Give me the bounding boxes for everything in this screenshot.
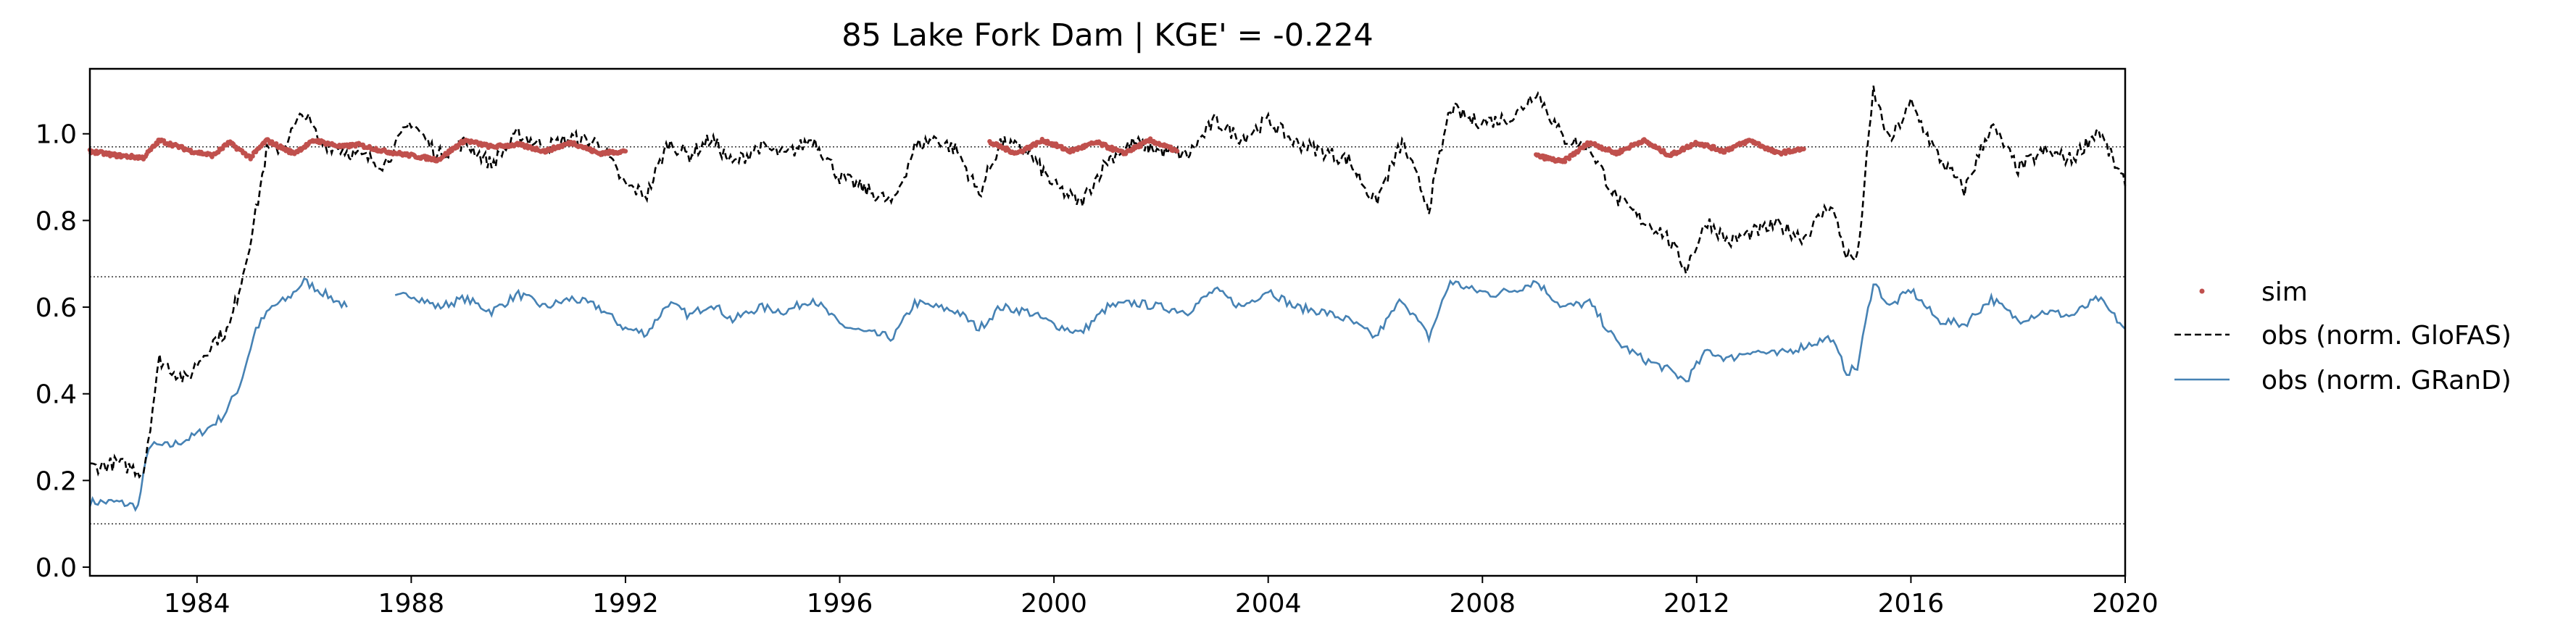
x-tick-label: 2004: [1235, 589, 1302, 619]
sim-point: [250, 154, 255, 159]
plot-frame: [88, 67, 2127, 577]
x-tick-label: 2012: [1663, 589, 1730, 619]
x-tick-label: 2020: [2092, 589, 2159, 619]
y-tick-label: 0.6: [36, 293, 77, 323]
legend-label: obs (norm. GloFAS): [2261, 321, 2511, 351]
y-tick-label: 0.0: [36, 553, 77, 583]
legend: sim obs (norm. GloFAS) obs (norm. GRanD): [2174, 277, 2511, 395]
series-line-grand: [394, 279, 2126, 382]
sim-point: [1801, 146, 1806, 151]
sim-point: [623, 148, 628, 154]
y-tick-label: 0.2: [36, 466, 77, 496]
sim-point: [1562, 159, 1568, 164]
legend-marker-sim: [2199, 288, 2205, 294]
x-tick-label: 1996: [807, 589, 873, 619]
sim-point: [1168, 144, 1173, 149]
sim-point: [1174, 148, 1180, 154]
y-tick-label: 0.8: [36, 206, 77, 236]
reference-lines: [90, 146, 2125, 524]
x-tick-label: 1988: [378, 589, 445, 619]
chart-title: 85 Lake Fork Dam | KGE' = -0.224: [842, 17, 1374, 54]
sim-point: [154, 141, 160, 146]
x-tick-label: 1984: [164, 589, 230, 619]
legend-label: obs (norm. GRanD): [2261, 366, 2511, 395]
y-tick-label: 1.0: [36, 120, 77, 150]
y-tick-label: 0.4: [36, 380, 77, 410]
sim-point: [1566, 156, 1572, 162]
x-tick-label: 2000: [1021, 589, 1087, 619]
x-axis: 1984 1988 1992 1996 2000 2004 2008 2012 2016 2020: [164, 576, 2159, 619]
y-axis: 0.0 0.2 0.4 0.6 0.8 1.0: [36, 120, 90, 583]
legend-label: sim: [2261, 277, 2308, 307]
series-line-grand: [88, 277, 348, 512]
x-tick-label: 2016: [1878, 589, 1945, 619]
plot-series: [87, 85, 2127, 512]
x-tick-label: 1992: [592, 589, 659, 619]
x-tick-label: 2008: [1449, 589, 1516, 619]
